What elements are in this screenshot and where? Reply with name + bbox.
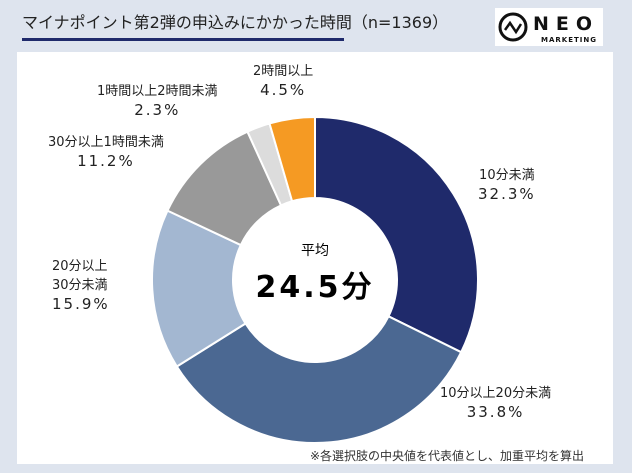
donut-slice-0 <box>314 115 479 354</box>
donut-slice-2 <box>151 209 247 368</box>
label-30-60: 30分以上1時間未満 11.2% <box>48 135 164 170</box>
center-value: 24.5分 <box>255 270 375 305</box>
label-under-10: 10分未満 32.3% <box>478 168 536 203</box>
donut-slice-5 <box>268 115 316 203</box>
footnote: ※各選択肢の中央値を代表値とし、加重平均を算出 <box>310 449 585 463</box>
logo-icon: NEO MARKETING <box>498 12 599 44</box>
neo-marketing-logo: NEO MARKETING <box>495 8 603 46</box>
center-label: 平均 24.5分 <box>255 240 375 306</box>
label-10-20: 10分以上20分未満 33.8% <box>440 386 552 421</box>
logo-sub: MARKETING <box>541 36 597 44</box>
center-title: 平均 <box>301 243 329 259</box>
logo-name: NEO <box>533 13 599 35</box>
label-1h-2h: 1時間以上2時間未満 2.3% <box>97 84 218 119</box>
donut-slice-1 <box>175 314 463 444</box>
label-20-30: 20分以上 30分未満 15.9% <box>52 259 110 313</box>
label-over-2h: 2時間以上 4.5% <box>253 64 314 99</box>
chart-title: マイナポイント第2弾の申込みにかかった時間（n=1369） <box>22 9 448 41</box>
